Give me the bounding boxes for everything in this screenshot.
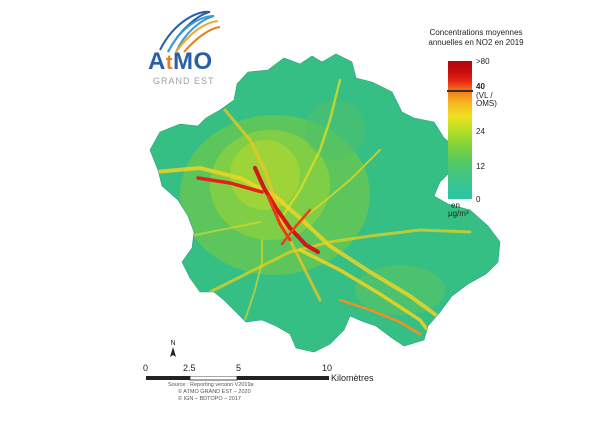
legend-limit-note-2: OMS) [476, 99, 497, 108]
north-label: N [170, 340, 175, 347]
scale-unit: Kilomètres [331, 373, 374, 383]
legend-limit-line [447, 90, 473, 92]
source-line-2: © ATMO GRAND EST – 2020 [178, 389, 251, 395]
legend-unit-1: en [451, 201, 460, 210]
logo-subtitle: GRAND EST [153, 76, 215, 86]
logo-swoosh-icon [159, 10, 221, 53]
north-arrow-icon: N [170, 340, 176, 357]
scale-label-0: 0 [143, 363, 149, 373]
legend-tick-24: 24 [476, 127, 485, 136]
legend-tick-max: >80 [476, 57, 490, 66]
legend-tick-limit: 40 [476, 82, 485, 91]
legend-tick-0: 0 [476, 195, 481, 204]
legend-title-line2: annuelles en NO2 en 2019 [428, 38, 524, 47]
scale-label-5: 5 [236, 363, 242, 373]
logo-wordmark: AtMO [148, 48, 213, 75]
source-credits: Source : Reporting version V2019a © ATMO… [168, 382, 254, 403]
scale-bar [146, 376, 329, 381]
scale-label-10: 10 [322, 363, 333, 373]
legend-unit-2: µg/m³ [448, 209, 469, 218]
legend-title: Concentrations moyennes annuelles en NO2… [421, 28, 531, 48]
atmo-logo: AtMO GRAND EST [140, 10, 235, 90]
source-line-1: Source : Reporting version V2019a [168, 382, 254, 388]
source-line-3: © IGN – BDTOPO – 2017 [178, 396, 241, 402]
legend-title-line1: Concentrations moyennes [429, 28, 523, 37]
scale-label-2-5: 2.5 [183, 363, 196, 373]
legend-limit-note-1: (VL / [476, 91, 493, 100]
legend-tick-12: 12 [476, 162, 485, 171]
legend-color-bar [448, 61, 472, 199]
